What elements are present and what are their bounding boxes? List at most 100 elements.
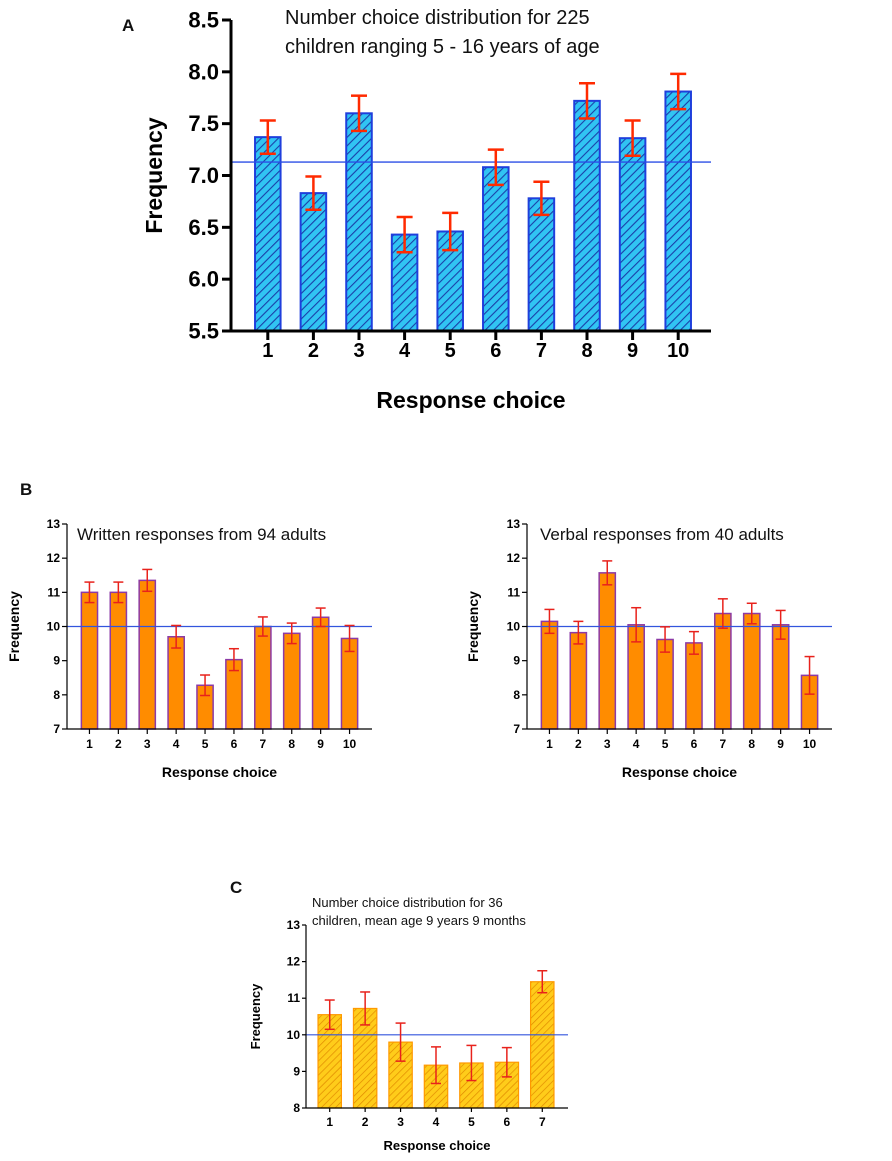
bar [573, 99, 601, 332]
x-axis-title: Response choice [384, 1138, 491, 1153]
panel-label-a: A [122, 16, 134, 35]
error-bar [544, 608, 555, 635]
bar [527, 197, 556, 332]
y-tick-label: 10 [507, 620, 521, 634]
y-tick-label: 12 [287, 955, 301, 969]
error-bar [579, 81, 595, 120]
x-tick-label: 1 [546, 737, 553, 751]
y-tick-label: 11 [287, 991, 300, 1005]
error-bar [688, 630, 699, 655]
error-bar [351, 94, 367, 133]
x-tick-label: 4 [433, 1115, 440, 1129]
chart-title-line: Written responses from 94 adults [77, 525, 326, 544]
error-bar [84, 581, 95, 604]
bar [685, 642, 703, 730]
error-bar [660, 626, 671, 653]
y-tick-label: 5.5 [188, 319, 219, 344]
x-axis-title: Response choice [622, 764, 737, 780]
bar [299, 192, 328, 332]
y-tick-label: 7 [53, 722, 60, 736]
y-tick-label: 7.0 [188, 163, 219, 188]
x-tick-label: 4 [399, 340, 411, 362]
y-tick-label: 9 [53, 654, 60, 668]
bar [482, 166, 510, 332]
chart-b-verbal-adults: Verbal responses from 40 adults789101112… [465, 517, 832, 780]
x-tick-label: 8 [288, 737, 295, 751]
bar [664, 90, 692, 332]
bar [311, 616, 330, 730]
x-tick-label: 1 [326, 1115, 333, 1129]
chart-b-written-adults: Written responses from 94 adults78910111… [6, 517, 372, 780]
bar [771, 624, 790, 730]
error-bar [200, 674, 211, 697]
error-bar [113, 581, 124, 604]
x-tick-label: 5 [445, 340, 456, 362]
y-tick-label: 12 [47, 551, 61, 565]
y-tick-label: 9 [513, 654, 520, 668]
error-bar [395, 1022, 406, 1062]
y-tick-label: 8 [53, 688, 60, 702]
bar [109, 591, 128, 730]
y-tick-label: 13 [47, 517, 61, 531]
error-bar [396, 215, 413, 254]
bar [618, 137, 647, 332]
error-bar [533, 180, 550, 217]
x-tick-label: 5 [468, 1115, 475, 1129]
x-tick-label: 8 [748, 737, 755, 751]
x-tick-label: 4 [633, 737, 640, 751]
x-tick-label: 3 [604, 737, 611, 751]
bar [569, 631, 588, 730]
bar [656, 638, 674, 730]
y-tick-label: 10 [287, 1028, 301, 1042]
y-tick-label: 8.5 [188, 8, 219, 33]
chart-title-line: Number choice distribution for 225 [285, 7, 590, 29]
bar [598, 572, 617, 730]
x-tick-label: 6 [490, 340, 501, 362]
x-tick-label: 5 [202, 737, 209, 751]
error-bar [228, 647, 239, 672]
bar [80, 591, 99, 730]
x-tick-label: 6 [504, 1115, 511, 1129]
x-tick-label: 9 [317, 737, 324, 751]
x-tick-label: 10 [803, 737, 817, 751]
y-axis-title: Frequency [6, 591, 22, 662]
error-bar [431, 1046, 441, 1085]
bar [345, 112, 373, 332]
error-bar [142, 568, 153, 593]
error-bar [804, 655, 815, 695]
error-bar [171, 624, 182, 649]
chart-title-line: Verbal responses from 40 adults [540, 525, 784, 544]
y-tick-label: 12 [507, 551, 521, 565]
error-bar [360, 991, 371, 1026]
bar [282, 632, 301, 730]
x-tick-label: 10 [343, 737, 357, 751]
chart-c-children-36: Number choice distribution for 36 childre… [248, 895, 568, 1153]
x-tick-label: 1 [86, 737, 93, 751]
error-bar [315, 607, 326, 628]
x-tick-label: 3 [397, 1115, 404, 1129]
x-tick-label: 5 [662, 737, 669, 751]
error-bar [537, 970, 548, 994]
error-bar [324, 999, 335, 1031]
x-tick-label: 2 [308, 340, 319, 362]
error-bar [602, 560, 613, 586]
chart-title-line: children ranging 5 - 16 years of age [285, 36, 600, 58]
bar [167, 636, 185, 730]
error-bar [344, 624, 355, 653]
error-bar [442, 211, 459, 252]
error-bar [305, 175, 322, 211]
x-tick-label: 7 [536, 340, 547, 362]
x-tick-label: 4 [173, 737, 180, 751]
y-tick-label: 13 [507, 517, 521, 531]
error-bar [466, 1044, 477, 1082]
chart-a-children-225: Number choice distribution for 225 childr… [141, 7, 711, 413]
x-axis-title: Response choice [376, 387, 565, 413]
y-tick-label: 6.0 [188, 267, 219, 292]
y-tick-label: 11 [507, 585, 520, 599]
x-tick-label: 2 [575, 737, 582, 751]
x-tick-label: 7 [260, 737, 267, 751]
y-tick-label: 9 [293, 1064, 300, 1078]
x-tick-label: 6 [691, 737, 698, 751]
y-tick-label: 6.5 [188, 215, 219, 240]
